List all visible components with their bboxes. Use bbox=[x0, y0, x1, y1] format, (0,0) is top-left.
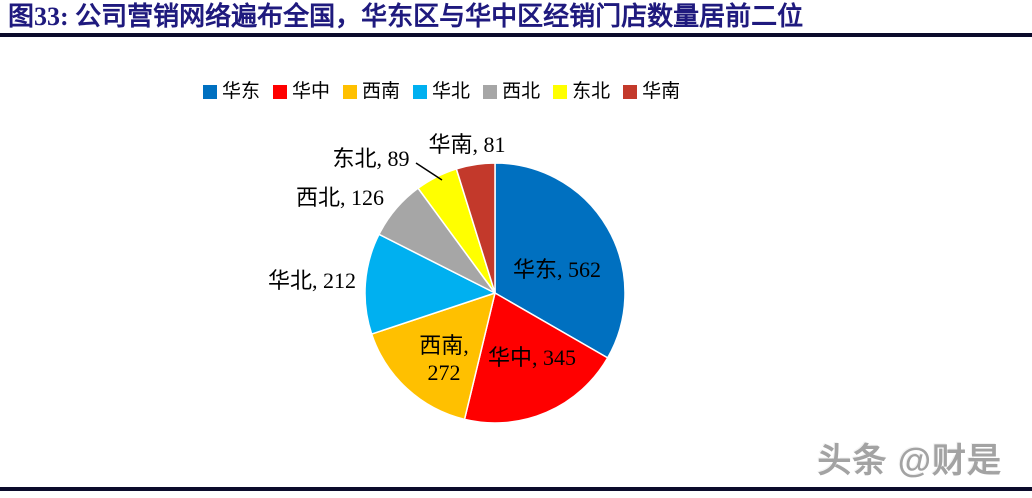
legend-item-华中: 华中 bbox=[273, 82, 330, 101]
legend-item-西北: 西北 bbox=[483, 82, 540, 101]
legend-swatch-icon bbox=[413, 84, 428, 99]
legend-label: 华中 bbox=[292, 81, 331, 102]
pie-label-华南: 华南, 81 bbox=[428, 132, 505, 157]
legend-item-东北: 东北 bbox=[553, 82, 610, 101]
title-rule bbox=[0, 33, 1032, 37]
pie-label-华中: 华中, 345 bbox=[488, 345, 576, 370]
legend-label: 华北 bbox=[432, 81, 471, 102]
pie-slice-华东 bbox=[494, 162, 626, 359]
pie-label-西南: 西南, 272 bbox=[419, 333, 469, 385]
legend-label: 西北 bbox=[502, 81, 541, 102]
legend-item-华北: 华北 bbox=[413, 82, 470, 101]
chart-legend: 华东 华中 西南 华北 西北 东北 华南 bbox=[203, 82, 680, 101]
pie-label-华北: 华北, 212 bbox=[268, 268, 356, 293]
pie-label-东北: 东北, 89 bbox=[332, 146, 409, 171]
legend-item-华东: 华东 bbox=[203, 82, 260, 101]
legend-item-西南: 西南 bbox=[343, 82, 400, 101]
legend-swatch-icon bbox=[483, 84, 498, 99]
legend-item-华南: 华南 bbox=[623, 82, 680, 101]
pie-label-西北: 西北, 126 bbox=[296, 185, 384, 210]
legend-label: 华东 bbox=[222, 81, 261, 102]
pie-label-华东: 华东, 562 bbox=[513, 257, 601, 282]
watermark-text: 头条 @财是 bbox=[817, 442, 1002, 480]
pie-label-leader-line bbox=[415, 162, 443, 181]
figure-title: 图33: 公司营销网络遍布全国，华东区与华中区经销门店数量居前二位 bbox=[8, 2, 804, 31]
legend-swatch-icon bbox=[273, 84, 288, 99]
legend-swatch-icon bbox=[623, 84, 638, 99]
legend-label: 华南 bbox=[642, 81, 681, 102]
pie-slice-华北 bbox=[364, 233, 496, 335]
pie-slice-华中 bbox=[463, 292, 609, 424]
legend-swatch-icon bbox=[343, 84, 358, 99]
pie-slice-西南 bbox=[370, 292, 496, 421]
bottom-rule bbox=[0, 487, 1032, 491]
legend-swatch-icon bbox=[203, 84, 217, 99]
legend-swatch-icon bbox=[553, 84, 568, 99]
pie-slice-华南 bbox=[455, 162, 496, 294]
legend-label: 西南 bbox=[362, 81, 401, 102]
legend-label: 东北 bbox=[572, 81, 611, 102]
